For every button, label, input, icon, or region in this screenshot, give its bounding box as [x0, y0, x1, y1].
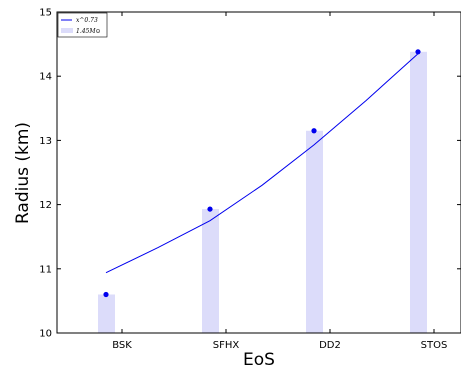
- y-axis-title: Radius (km): [13, 122, 33, 224]
- plot-frame: [56, 11, 461, 334]
- y-tick-label: 11: [39, 264, 52, 275]
- x-axis: BSK SFHX DD2 STOS: [112, 12, 447, 351]
- y-tick-label: 13: [39, 136, 52, 147]
- x-tick-label-dd2: DD2: [319, 340, 341, 351]
- fit-line: [105, 53, 419, 274]
- bar-dd2: [306, 130, 323, 333]
- bar-sfhx: [202, 209, 219, 333]
- legend-line-label: x^0.73: [76, 17, 98, 24]
- point-sfhx: [207, 206, 213, 212]
- x-tick-label-bsk: BSK: [112, 340, 132, 351]
- y-tick-label: 10: [39, 329, 52, 340]
- bar-bsk: [98, 294, 115, 333]
- y-axis: 10 11 12 13 14 15: [39, 8, 461, 340]
- y-tick-label: 12: [39, 200, 52, 211]
- scatter-series: [103, 49, 421, 298]
- legend-bar-label: 1.45M⊙: [76, 28, 101, 35]
- point-dd2: [311, 128, 317, 134]
- y-tick-label: 14: [39, 72, 52, 83]
- x-tick-label-sfhx: SFHX: [213, 340, 240, 351]
- legend-bar-swatch: [61, 28, 73, 33]
- bar-series: [98, 51, 427, 333]
- legend: x^0.73 1.45M⊙: [57, 12, 108, 38]
- x-tick-label-stos: STOS: [421, 340, 448, 351]
- x-axis-title: EoS: [243, 350, 275, 368]
- y-tick-label: 15: [39, 8, 52, 19]
- point-bsk: [103, 291, 109, 298]
- bar-stos: [410, 51, 427, 333]
- point-stos: [415, 49, 421, 55]
